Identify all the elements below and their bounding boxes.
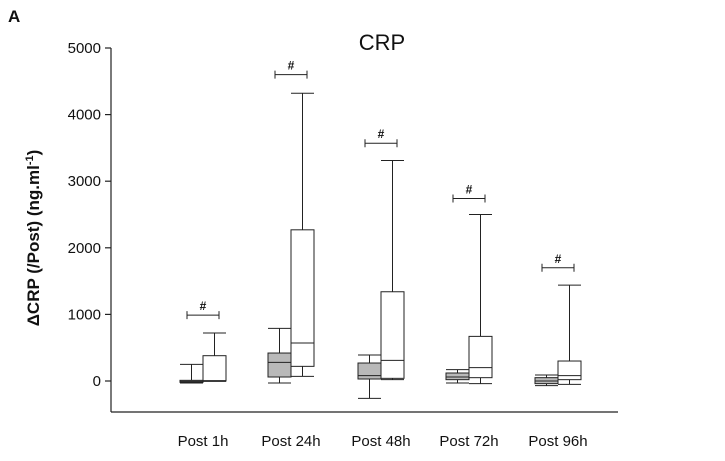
significance-marker: # bbox=[378, 127, 385, 141]
y-axis-label-main: ΔCRP (/Post) (ng.ml bbox=[24, 165, 43, 326]
y-tick-label: 5000 bbox=[68, 40, 101, 57]
significance-brackets: # # # # # bbox=[186, 59, 575, 320]
y-tick-label: 4000 bbox=[68, 107, 101, 124]
y-axis-ticks: 0 1000 2000 3000 4000 5000 bbox=[68, 40, 111, 390]
y-tick-label: 1000 bbox=[68, 306, 101, 323]
x-category-label: Post 96h bbox=[528, 433, 587, 450]
significance-marker: # bbox=[200, 299, 207, 313]
x-category-label: Post 1h bbox=[178, 433, 229, 450]
box-iqr bbox=[380, 291, 405, 379]
y-tick-label: 2000 bbox=[68, 240, 101, 257]
box-iqr bbox=[357, 362, 382, 380]
significance-marker: # bbox=[466, 183, 473, 197]
y-axis-label-superscript: -1 bbox=[24, 155, 36, 165]
box-iqr bbox=[202, 355, 227, 382]
significance-marker: # bbox=[288, 59, 295, 73]
x-category-label: Post 24h bbox=[261, 433, 320, 450]
chart-title: CRP bbox=[359, 30, 405, 55]
panel-label: A bbox=[8, 7, 20, 26]
box-iqr bbox=[557, 360, 582, 381]
box-iqr bbox=[468, 335, 493, 379]
box-iqr bbox=[290, 229, 315, 367]
y-axis-label-end: ) bbox=[24, 150, 43, 156]
box-iqr bbox=[267, 352, 292, 378]
y-tick-label: 0 bbox=[93, 373, 101, 390]
box-group bbox=[179, 92, 582, 399]
x-axis-category-labels: Post 1h Post 24h Post 48h Post 72h Post 96h bbox=[178, 433, 588, 450]
box-iqr bbox=[445, 372, 470, 381]
y-tick-label: 3000 bbox=[68, 173, 101, 190]
y-axis-label: ΔCRP (/Post) (ng.ml-1) bbox=[24, 150, 43, 327]
significance-marker: # bbox=[555, 252, 562, 266]
x-category-label: Post 48h bbox=[351, 433, 410, 450]
x-category-label: Post 72h bbox=[439, 433, 498, 450]
